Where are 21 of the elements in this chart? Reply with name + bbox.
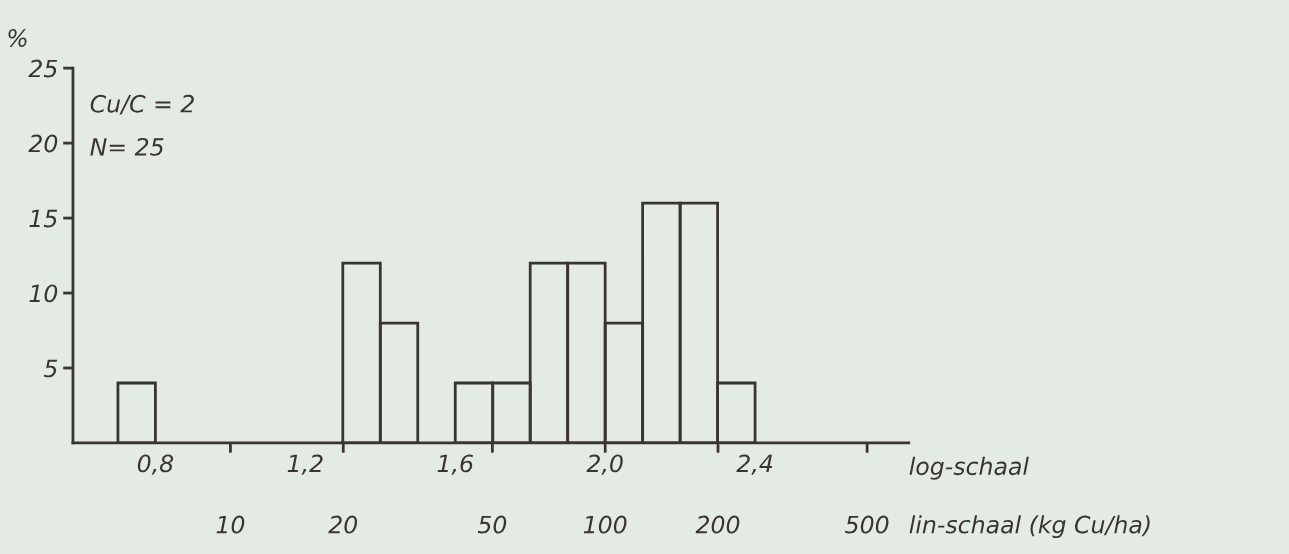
y-tick-label: 10 — [29, 284, 58, 303]
x-tick-label: 2,0 — [586, 454, 623, 475]
x2-tick-label: 20 — [328, 515, 358, 534]
x2-tick-label: 200 — [695, 515, 740, 534]
x2-axis-title: lin-schaal (kg Cu/ha) — [909, 515, 1150, 539]
annotation: N= 25 — [90, 137, 164, 156]
x-tick-label: 1,2 — [287, 454, 323, 475]
x2-tick-label: 500 — [845, 515, 889, 534]
y-tick-label: 15 — [29, 209, 58, 228]
x-tick-label: 2,4 — [736, 454, 773, 475]
annotation: Cu/C = 2 — [90, 94, 194, 115]
x2-tick-label: 100 — [583, 515, 627, 534]
x2-tick-label: 50 — [477, 515, 507, 534]
y-axis-title: % — [8, 29, 27, 47]
x-axis-title: log-schaal — [909, 456, 1029, 480]
x2-tick-label: 10 — [216, 515, 245, 534]
y-tick-label: 25 — [28, 59, 58, 78]
x-tick-label: 0,8 — [137, 454, 174, 475]
y-tick-label: 20 — [28, 134, 58, 153]
x-tick-label: 1,6 — [437, 454, 473, 475]
y-tick-label: 5 — [43, 359, 58, 378]
